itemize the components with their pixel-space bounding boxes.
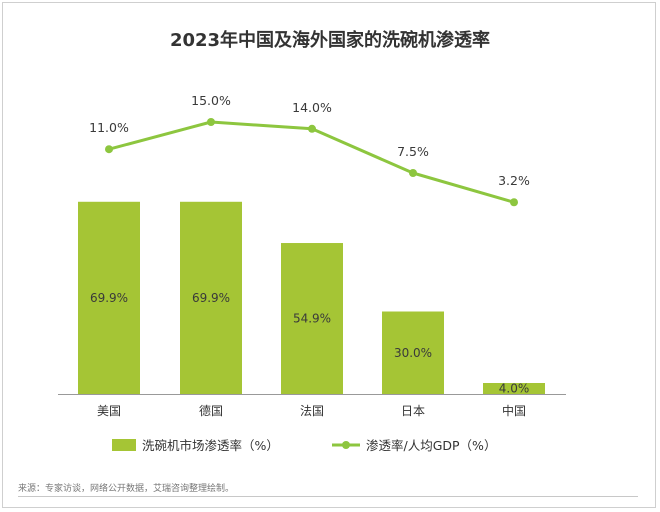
x-tick-label: 法国 (300, 404, 324, 418)
x-tick-label: 美国 (97, 404, 121, 418)
x-tick-label: 德国 (199, 403, 223, 418)
line-value-label: 7.5% (397, 144, 429, 159)
line-point (409, 169, 417, 177)
line-value-label: 15.0% (191, 93, 231, 108)
x-tick-label: 日本 (401, 404, 425, 418)
source-note: 来源：专家访谈，网络公开数据，艾瑞咨询整理绘制。 (18, 484, 235, 494)
bottom-divider (18, 496, 638, 497)
line-value-label: 11.0% (89, 120, 129, 135)
line-value-label: 3.2% (498, 173, 530, 188)
line-point (510, 198, 518, 207)
line-value-label: 14.0% (292, 100, 332, 115)
line-point (207, 118, 215, 126)
x-tick-label: 中国 (502, 403, 526, 418)
bar (483, 383, 545, 394)
legend-line-marker (342, 441, 350, 449)
bar-value-label: 54.9% (293, 312, 331, 326)
bar-value-label: 30.0% (394, 346, 432, 360)
legend-bar-label: 洗碗机市场渗透率（%） (142, 438, 279, 453)
bar-value-label: 69.9% (192, 291, 230, 305)
line-point (105, 145, 113, 154)
bar (382, 311, 444, 394)
bar (180, 201, 242, 394)
chart-title: 2023年中国及海外国家的洗碗机渗透率 (169, 30, 491, 51)
legend-bar-swatch (112, 439, 136, 451)
bar (281, 243, 343, 394)
bar-value-label: 69.9% (90, 291, 128, 305)
line-series-path (108, 120, 515, 204)
legend-line-label: 渗透率/人均GDP（%） (366, 438, 496, 453)
bar-value-label: 4.0% (499, 382, 530, 396)
line-point (308, 124, 316, 133)
bar (78, 201, 140, 394)
